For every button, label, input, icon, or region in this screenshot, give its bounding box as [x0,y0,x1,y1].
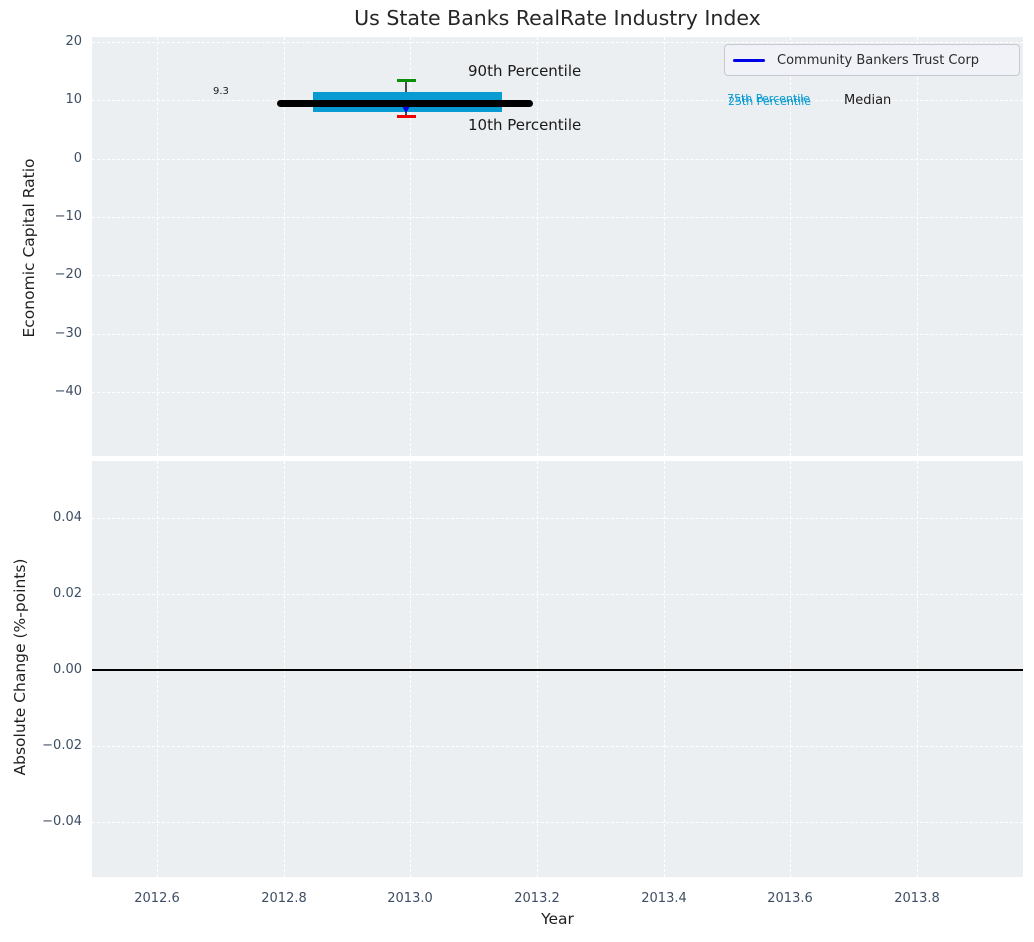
gridline [157,37,158,456]
legend-series-label: Community Bankers Trust Corp [777,52,980,68]
x-tick-label: 2013.8 [894,891,940,906]
median-annotation: Median [844,93,892,108]
gridline [92,217,1023,218]
x-tick-label: 2012.6 [134,891,180,906]
bottom-y-axis-label: Absolute Change (%-points) [11,558,29,776]
x-axis-label: Year [541,910,574,928]
x-tick-label: 2013.6 [767,891,813,906]
y-tick-label: −30 [54,326,82,341]
gridline [92,275,1023,276]
y-tick-label: 0.02 [53,586,82,601]
y-tick-label: 0.00 [53,662,82,677]
gridline [537,37,538,456]
gridline [92,42,1023,43]
top-plot-area: 9.3 90th Percentile 10th Percentile 75th… [92,37,1023,456]
chart-title: Us State Banks RealRate Industry Index [354,6,761,30]
y-tick-label: 20 [65,34,82,49]
legend-line-sample [733,58,765,62]
gridline [92,594,1023,595]
p75-annotation: 75th Percentile [727,92,811,105]
y-tick-label: −10 [54,209,82,224]
gridline [92,518,1023,519]
p25-annotation: 25th Percentile [728,94,812,108]
bottom-plot-area [92,461,1023,877]
y-tick-label: 0 [73,151,82,166]
gridline [92,100,1023,101]
x-tick-label: 2013.2 [514,891,560,906]
gridline [664,37,665,456]
company-marker [399,103,412,113]
gridline [92,159,1023,160]
gridline [92,746,1023,747]
x-tick-label: 2013.0 [387,891,433,906]
gridline [92,822,1023,823]
y-tick-label: −0.02 [42,738,82,753]
legend-box: Community Bankers Trust Corp [724,44,1020,76]
p10-whisker-cap [397,115,416,118]
x-tick-label: 2013.4 [641,891,687,906]
y-tick-label: −20 [54,267,82,282]
p90-whisker-cap [397,79,416,82]
gridline [92,334,1023,335]
gridline [410,37,411,456]
p90-annotation: 90th Percentile [468,62,582,80]
p10-annotation: 10th Percentile [468,116,582,134]
y-tick-label: −40 [54,384,82,399]
zero-change-line [92,668,1023,671]
gridline [790,37,791,456]
y-tick-label: 0.04 [53,510,82,525]
y-tick-label: 10 [65,92,82,107]
y-tick-label: −0.04 [42,814,82,829]
top-y-axis-label: Economic Capital Ratio [20,158,38,338]
x-tick-label: 2012.8 [261,891,307,906]
median-value-annotation: 9.3 [213,86,229,97]
gridline [92,392,1023,393]
gridline [917,37,918,456]
gridline [284,37,285,456]
median-line [277,99,533,107]
